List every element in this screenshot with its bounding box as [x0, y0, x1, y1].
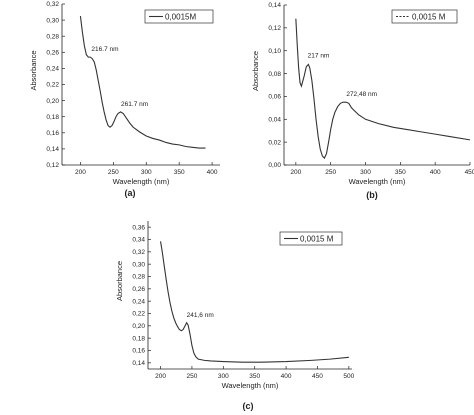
y-tick-label: 0,18 — [132, 335, 145, 342]
series-line-1 — [295, 18, 471, 160]
y-tick-label: 0,22 — [132, 311, 145, 318]
x-axis-title: Wavelength (nm) — [222, 381, 279, 390]
panel-label: (b) — [366, 190, 378, 200]
x-tick-label: 250 — [108, 169, 119, 176]
y-tick-label: 0,34 — [132, 237, 145, 244]
x-tick-label: 500 — [343, 373, 354, 380]
x-tick-label: 200 — [75, 169, 86, 176]
chart-panel-2: 0,00 0,02 0,04 0,06 0,08 0,10 0,12 0,14 200 250 30… — [251, 2, 474, 200]
legend-box — [391, 9, 458, 24]
y-tick-label: 0,14 — [268, 2, 281, 9]
panel-label: (a) — [125, 188, 136, 198]
y-tick-label: 0,10 — [268, 48, 281, 55]
x-tick-label: 400 — [430, 169, 441, 176]
y-axis-title: Absorbance — [115, 261, 124, 301]
x-tick-label: 350 — [174, 169, 185, 176]
y-tick-label: 0,06 — [268, 94, 281, 101]
y-tick-label: 0,12 — [268, 25, 281, 32]
legend-box — [144, 9, 214, 24]
panel-label: (c) — [243, 401, 254, 411]
y-tick-label: 0,22 — [46, 82, 59, 89]
x-tick-label: 450 — [312, 373, 323, 380]
y-tick-label: 0,08 — [268, 71, 281, 78]
x-tick-label: 350 — [249, 373, 260, 380]
y-tick-label: 0,20 — [46, 98, 59, 105]
x-tick-label: 200 — [155, 373, 166, 380]
y-tick-label: 0,24 — [132, 298, 145, 305]
legend-entry: 0,0015M — [165, 12, 196, 21]
y-tick-label: 0,14 — [132, 360, 145, 367]
y-tick-label: 0,28 — [46, 33, 59, 40]
y-tick-label: 0,14 — [46, 146, 59, 153]
legend-entry: 0,0015 M — [300, 234, 334, 243]
peak-annotation: 241,6 nm — [187, 312, 214, 319]
peak-annotation: 216.7 nm — [91, 46, 118, 53]
peak-annotation: 272,48 nm — [346, 91, 377, 98]
series-line-1 — [160, 241, 349, 363]
y-tick-label: 0,30 — [132, 261, 145, 268]
x-tick-label: 250 — [187, 373, 198, 380]
y-tick-label: 0,36 — [132, 224, 145, 231]
y-tick-label: 0,12 — [46, 162, 59, 169]
chart-panel-3: 0,14 0,16 0,18 0,20 0,22 0,24 0,26 0,28 0,30 0,32… — [115, 221, 355, 411]
x-tick-label: 400 — [281, 373, 292, 380]
y-axis-title: Absorbance — [29, 50, 38, 90]
y-axis-title: Absorbance — [251, 51, 260, 91]
y-tick-label: 0,26 — [132, 286, 145, 293]
y-tick-label: 0,32 — [132, 249, 145, 256]
y-tick-label: 0,18 — [46, 114, 59, 121]
y-tick-label: 0,16 — [132, 348, 145, 355]
x-tick-label: 250 — [325, 169, 336, 176]
series-line-1 — [79, 16, 206, 149]
y-tick-label: 0,16 — [46, 130, 59, 137]
y-tick-label: 0,28 — [132, 274, 145, 281]
y-tick-label: 0,30 — [46, 17, 59, 24]
x-axis-title: Wavelength (nm) — [113, 177, 170, 186]
x-tick-label: 350 — [395, 169, 406, 176]
legend-box — [279, 231, 343, 246]
x-tick-label: 400 — [207, 169, 218, 176]
chart-panel-1: 0,12 0,14 0,16 0,18 0,20 0,22 0,24 0,26 0,28 0,30… — [29, 1, 220, 198]
x-tick-label: 450 — [465, 169, 474, 176]
x-tick-label: 300 — [218, 373, 229, 380]
y-tick-label: 0,20 — [132, 323, 145, 330]
x-tick-label: 200 — [290, 169, 301, 176]
y-tick-label: 0,32 — [46, 1, 59, 8]
y-tick-label: 0,00 — [268, 162, 281, 169]
y-tick-label: 0,02 — [268, 139, 281, 146]
x-tick-label: 300 — [141, 169, 152, 176]
y-tick-label: 0,24 — [46, 66, 59, 73]
legend-entry: 0,0015 M — [412, 12, 446, 21]
x-axis-title: Wavelength (nm) — [349, 177, 406, 186]
x-tick-label: 300 — [360, 169, 371, 176]
peak-annotation: 217 nm — [308, 52, 330, 59]
y-tick-label: 0,26 — [46, 50, 59, 57]
peak-annotation: 261.7 nm — [121, 101, 148, 108]
y-tick-label: 0,04 — [268, 116, 281, 123]
